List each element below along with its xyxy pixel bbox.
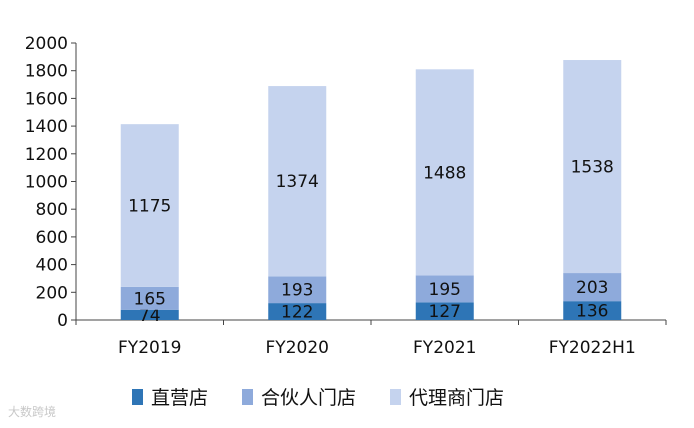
y-tick-label: 1600	[25, 89, 68, 109]
data-label-1-3: 127	[429, 302, 461, 322]
legend-swatch-partner	[242, 388, 254, 405]
x-tick-label: FY2019	[118, 338, 181, 358]
data-label-1-2: 122	[281, 303, 313, 323]
legend: 直营店 合伙人门店 代理商门店	[132, 383, 504, 410]
legend-label-partner: 合伙人门店	[261, 387, 357, 409]
data-label-1-1: 74	[139, 306, 161, 326]
y-tick-label: 1800	[25, 62, 68, 82]
bar-segment-2-3	[415, 275, 474, 303]
watermark-text: 大数跨境	[8, 405, 57, 419]
bar-segment-1-4	[563, 301, 622, 320]
bar-segment-1-1	[120, 309, 179, 320]
data-label-2-4: 203	[576, 278, 608, 298]
y-tick-label: 1200	[25, 145, 68, 165]
data-label-3-4: 1538	[571, 158, 614, 178]
bar-segment-3-3	[415, 69, 474, 276]
data-label-1-4: 136	[576, 302, 608, 322]
legend-item-partner: 合伙人门店	[242, 383, 356, 410]
data-label-3-2: 1374	[276, 172, 319, 192]
bar-segment-3-4	[563, 60, 622, 274]
bar-segment-1-2	[268, 303, 327, 320]
legend-label-agent: 代理商门店	[409, 387, 505, 409]
bar-segment-1-3	[415, 302, 474, 320]
bar-segment-2-2	[268, 276, 327, 304]
legend-item-direct: 直营店	[132, 383, 208, 410]
x-tick-label: FY2022H1	[549, 338, 636, 358]
bar-segment-2-4	[563, 273, 622, 302]
data-label-3-1: 1175	[128, 197, 171, 217]
bar-segment-3-2	[268, 86, 327, 277]
y-tick-label: 400	[36, 256, 68, 276]
y-tick-label: 800	[36, 200, 68, 220]
x-tick-label: FY2020	[266, 338, 329, 358]
legend-swatch-direct	[132, 388, 143, 405]
data-label-2-3: 195	[429, 280, 461, 300]
y-tick-label: 200	[36, 283, 68, 303]
y-tick-label: 0	[57, 311, 68, 331]
legend-swatch-agent	[390, 388, 402, 405]
y-tick-label: 1000	[25, 173, 68, 193]
y-tick-label: 600	[36, 228, 68, 248]
legend-label-direct: 直营店	[151, 387, 209, 409]
x-tick-label: FY2021	[413, 338, 476, 358]
legend-item-agent: 代理商门店	[390, 383, 504, 410]
data-label-2-1: 165	[134, 289, 166, 309]
data-label-3-3: 1488	[423, 163, 466, 183]
y-tick-label: 1400	[25, 117, 68, 137]
data-label-2-2: 193	[281, 281, 313, 301]
bar-segment-3-1	[120, 124, 179, 287]
y-tick-label: 2000	[25, 34, 68, 54]
bar-segment-2-1	[120, 286, 179, 310]
watermark: 大数跨境	[8, 403, 56, 420]
